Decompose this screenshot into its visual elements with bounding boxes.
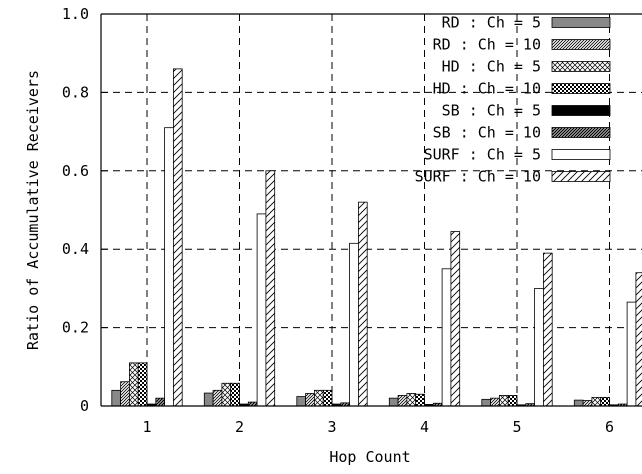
legend-label: SURF : Ch = 5 xyxy=(424,146,541,164)
y-tick-label: 1.0 xyxy=(62,5,89,23)
y-tick-label: 0.4 xyxy=(62,240,89,258)
axes xyxy=(100,13,642,407)
bar xyxy=(313,389,324,406)
y-tick-label: 0 xyxy=(80,397,89,415)
legend-swatch xyxy=(551,127,611,138)
bar xyxy=(155,397,166,406)
bar xyxy=(534,287,544,406)
bar xyxy=(600,396,610,406)
y-tick-label: 0.2 xyxy=(62,319,89,337)
bar xyxy=(256,213,267,406)
legend: RD : Ch = 5 RD : Ch = 10 HD : Ch = 5 HD : C… xyxy=(415,14,611,186)
x-axis-label: Hop Count xyxy=(329,448,410,466)
bars xyxy=(111,68,642,406)
legend-swatch xyxy=(551,171,611,182)
legend-swatch xyxy=(551,17,611,28)
bar xyxy=(481,398,491,406)
bar xyxy=(507,395,518,406)
legend-label: SB : Ch = 5 xyxy=(442,102,541,120)
legend-swatch xyxy=(551,105,611,116)
bar xyxy=(296,396,306,406)
x-tick-label: 4 xyxy=(420,418,429,436)
legend-label: HD : Ch = 5 xyxy=(442,58,541,76)
bar xyxy=(573,399,584,406)
bar xyxy=(172,68,183,406)
bar xyxy=(357,201,368,406)
x-tick-label: 5 xyxy=(512,418,521,436)
legend-label: HD : Ch = 10 xyxy=(433,80,541,98)
bar xyxy=(635,272,642,406)
bar xyxy=(490,397,500,406)
bar xyxy=(582,400,593,406)
legend-label: SB : Ch = 10 xyxy=(433,124,541,142)
bar xyxy=(305,393,315,406)
bar xyxy=(322,389,333,406)
x-tick-label: 6 xyxy=(605,418,614,436)
bar xyxy=(406,393,417,406)
bar xyxy=(349,242,359,406)
bar xyxy=(137,362,148,406)
bar xyxy=(388,397,399,406)
bar xyxy=(543,252,553,406)
y-tick-label: 0.8 xyxy=(62,83,89,101)
bar xyxy=(591,396,602,406)
bar xyxy=(128,362,139,406)
bar xyxy=(203,392,214,406)
x-tick-label: 1 xyxy=(142,418,151,436)
legend-label: SURF : Ch = 10 xyxy=(415,168,541,186)
bar xyxy=(120,381,130,406)
bar xyxy=(212,389,223,406)
bar xyxy=(221,382,232,406)
y-axis-label: Ratio of Accumulative Receivers xyxy=(24,70,42,350)
bar xyxy=(164,127,174,406)
bar xyxy=(111,389,122,406)
x-tick-label: 3 xyxy=(327,418,336,436)
legend-label: RD : Ch = 10 xyxy=(433,36,541,54)
bar xyxy=(230,382,240,406)
legend-swatch xyxy=(551,61,611,72)
bar xyxy=(397,395,408,406)
y-tick-label: 0.6 xyxy=(62,162,89,180)
bar xyxy=(498,395,509,406)
bar xyxy=(415,393,425,406)
legend-label: RD : Ch = 5 xyxy=(442,14,541,32)
bar xyxy=(265,170,276,406)
legend-swatch xyxy=(551,83,611,94)
bar xyxy=(441,268,452,406)
legend-swatch xyxy=(551,149,611,160)
tick-labels: 0 0.2 0.4 0.6 0.8 1.0 1 2 3 4 5 6 xyxy=(62,5,614,436)
legend-swatch xyxy=(551,39,611,50)
x-tick-label: 2 xyxy=(235,418,244,436)
bar xyxy=(450,231,461,406)
bar xyxy=(626,301,637,406)
